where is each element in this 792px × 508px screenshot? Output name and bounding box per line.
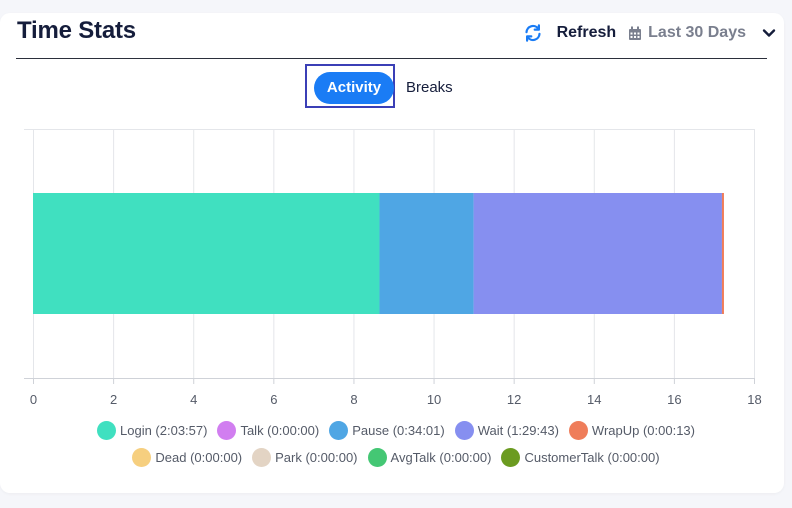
legend-label: Dead (0:00:00)	[155, 450, 243, 465]
x-tick-label: 2	[110, 392, 117, 407]
x-tick-label: 8	[350, 392, 357, 407]
x-tick-label: 0	[30, 392, 37, 407]
legend-label: CustomerTalk (0:00:00)	[524, 450, 660, 465]
refresh-icon[interactable]	[523, 23, 543, 43]
tab-activity[interactable]: Activity	[314, 72, 394, 104]
x-tick-label: 6	[270, 392, 277, 407]
toggle-focus-outline	[305, 64, 395, 108]
legend-label: AvgTalk (0:00:00)	[390, 450, 492, 465]
header-actions: Refresh Last 30 Days	[523, 22, 776, 44]
legend-item[interactable]: Pause (0:34:01)	[329, 421, 445, 440]
legend-label: Park (0:00:00)	[275, 450, 358, 465]
bar-segment-4	[721, 193, 724, 314]
legend-item[interactable]: Dead (0:00:00)	[132, 448, 242, 467]
legend-item[interactable]: AvgTalk (0:00:00)	[367, 448, 492, 467]
tab-breaks[interactable]: Breaks	[406, 79, 453, 96]
legend-label: Talk (0:00:00)	[240, 423, 320, 438]
legend-swatch	[217, 421, 237, 440]
legend-swatch	[454, 421, 474, 440]
x-tick-label: 14	[587, 392, 601, 407]
legend-swatch	[329, 421, 349, 440]
legend-swatch	[252, 448, 272, 467]
legend-swatch	[97, 421, 116, 440]
legend-swatch	[568, 421, 588, 440]
card-title: Time Stats	[17, 17, 136, 44]
legend-item[interactable]: Wait (1:29:43)	[454, 421, 559, 440]
legend-swatch	[501, 448, 521, 467]
chevron-down-icon[interactable]	[762, 26, 776, 40]
time-stats-chart: 0 2 4 6 8 10 12 14 16 18	[24, 129, 762, 407]
x-tick-label: 4	[190, 392, 197, 407]
legend-swatch	[132, 448, 152, 467]
refresh-button[interactable]: Refresh	[556, 24, 617, 41]
chart-legend-row-2: Dead (0:00:00) Park (0:00:00) AvgTalk (0:0…	[0, 448, 792, 467]
chart-legend-row-1: Login (2:03:57) Talk (0:00:00) Pause (0:34…	[0, 421, 792, 440]
x-tick-label: 16	[667, 392, 681, 407]
x-tick-label: 18	[747, 392, 761, 407]
legend-label: WrapUp (0:00:13)	[591, 423, 695, 438]
legend-label: Pause (0:34:01)	[352, 423, 445, 438]
legend-label: Login (2:03:57)	[120, 423, 208, 438]
legend-label: Wait (1:29:43)	[477, 423, 559, 438]
header-divider	[16, 58, 767, 59]
legend-item[interactable]: Talk (0:00:00)	[217, 421, 319, 440]
legend-item[interactable]: CustomerTalk (0:00:00)	[501, 448, 660, 467]
date-range-label[interactable]: Last 30 Days	[648, 24, 746, 41]
bar-segment-3	[473, 193, 722, 314]
legend-swatch	[367, 448, 387, 467]
bar-segment-2	[379, 193, 474, 314]
legend-item[interactable]: Login (2:03:57)	[97, 421, 207, 440]
legend-item[interactable]: Park (0:00:00)	[252, 448, 358, 467]
x-tick-label: 10	[427, 392, 441, 407]
bar-segment-0	[33, 193, 380, 314]
calendar-icon	[628, 26, 642, 41]
legend-item[interactable]: WrapUp (0:00:13)	[568, 421, 695, 440]
x-tick-label: 12	[507, 392, 521, 407]
